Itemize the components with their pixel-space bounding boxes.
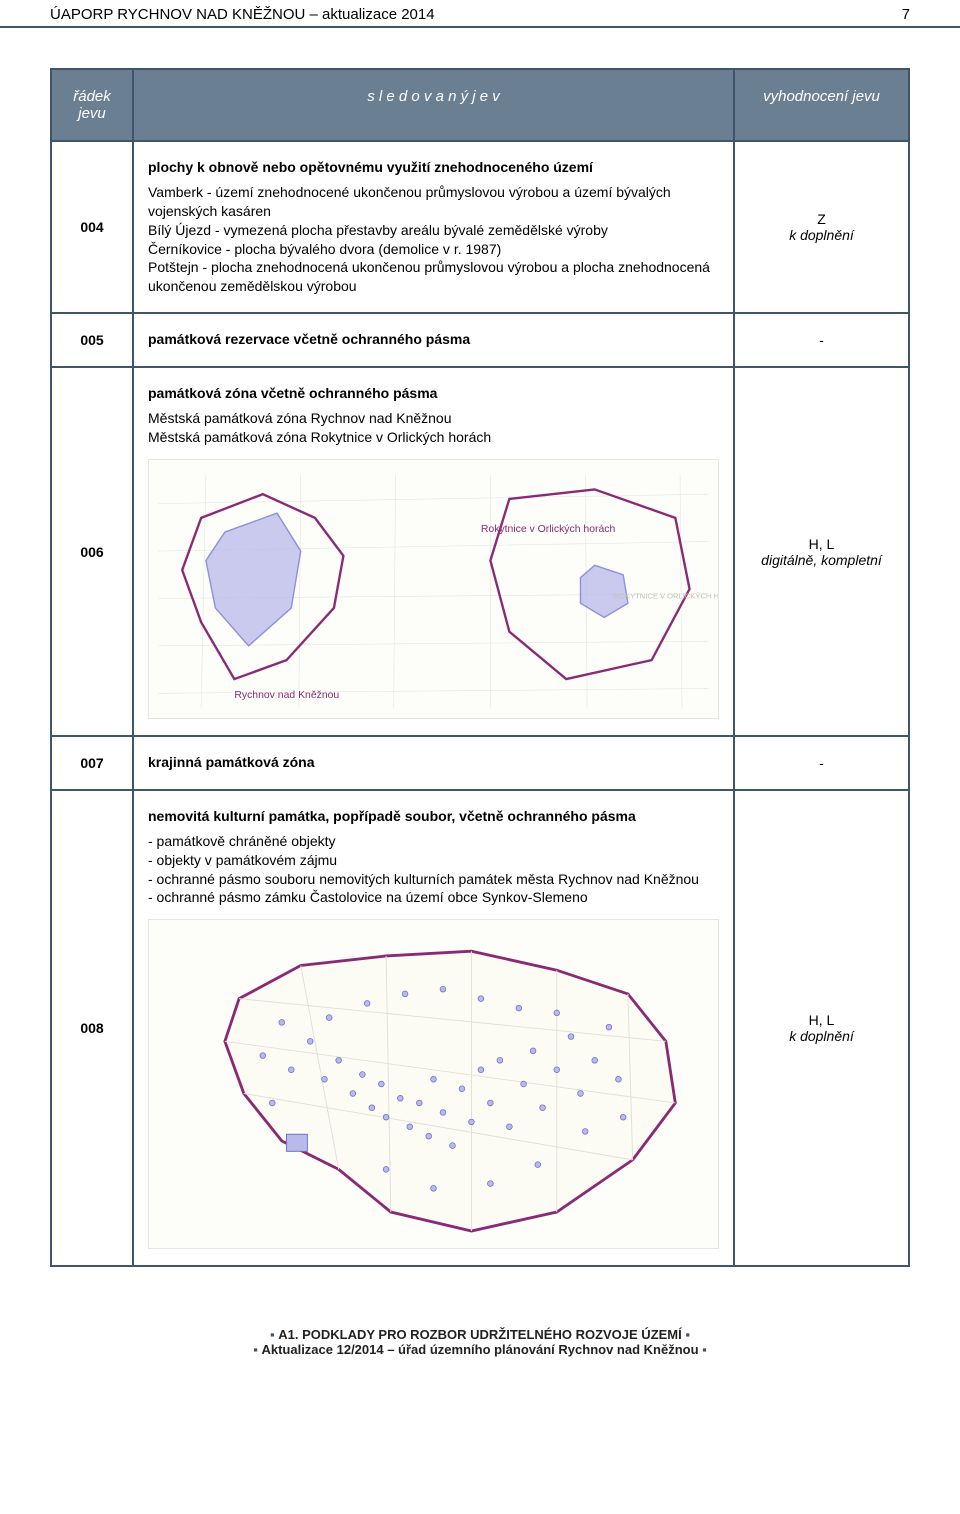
footer-text: Aktualizace 12/2014 – úřad územního plán…: [261, 1342, 698, 1357]
map-watermark: ROKYTNICE V ORLICKÝCH HORÁCH: [614, 591, 718, 600]
map-label: Rokytnice v Orlických horách: [481, 524, 616, 535]
map-svg: Rychnov nad Kněžnou Rokytnice v Orlickýc…: [149, 460, 718, 718]
footer-line-2: ▪ Aktualizace 12/2014 – úřad územního pl…: [0, 1342, 960, 1357]
row-eval: Z k doplnění: [734, 141, 909, 313]
row-id: 005: [51, 313, 133, 367]
map-006: Rychnov nad Kněžnou Rokytnice v Orlickýc…: [148, 459, 719, 719]
map-008: [148, 919, 719, 1249]
table-row: 006 památková zóna včetně ochranného pás…: [51, 367, 909, 736]
footer-line-1: ▪ A1. PODKLADY PRO ROZBOR UDRŽITELNÉHO R…: [0, 1327, 960, 1342]
table-row: 005 památková rezervace včetně ochrannéh…: [51, 313, 909, 367]
row-id: 008: [51, 790, 133, 1266]
row-body: památková rezervace včetně ochranného pá…: [133, 313, 734, 367]
map-svg: [149, 920, 718, 1248]
row-eval: H, L digitálně, kompletní: [734, 367, 909, 736]
row-text: Městská památková zóna Rychnov nad Kněžn…: [148, 409, 719, 447]
eval-code: Z: [745, 211, 898, 227]
body-line: Vamberk - území znehodnocené ukončenou p…: [148, 184, 671, 219]
footer-text: A1. PODKLADY PRO ROZBOR UDRŽITELNÉHO ROZ…: [278, 1327, 682, 1342]
row-title: památková rezervace včetně ochranného pá…: [148, 331, 470, 347]
row-eval: -: [734, 313, 909, 367]
eval-note: digitálně, kompletní: [745, 552, 898, 568]
body-line: Městská památková zóna Rychnov nad Kněžn…: [148, 410, 452, 426]
body-line: Bílý Újezd - vymezená plocha přestavby a…: [148, 222, 608, 238]
body-line: - objekty v památkovém zájmu: [148, 852, 337, 868]
body-line: - památkově chráněné objekty: [148, 833, 336, 849]
row-body: nemovitá kulturní památka, popřípadě sou…: [133, 790, 734, 1266]
body-line: Potštejn - plocha znehodnocená ukončenou…: [148, 259, 710, 294]
eval-code: H, L: [745, 536, 898, 552]
map-label: Rychnov nad Kněžnou: [234, 690, 339, 701]
row-title: nemovitá kulturní památka, popřípadě sou…: [148, 807, 719, 826]
row-title: krajinná památková zóna: [148, 754, 315, 770]
monitoring-table: řádek jevu s l e d o v a n ý j e v vyhod…: [50, 68, 910, 1267]
row-title: památková zóna včetně ochranného pásma: [148, 384, 719, 403]
doc-title: ÚAPORP RYCHNOV NAD KNĚŽNOU – aktualizace…: [50, 6, 435, 23]
row-eval: H, L k doplnění: [734, 790, 909, 1266]
eval-note: k doplnění: [745, 1028, 898, 1044]
row-id: 004: [51, 141, 133, 313]
body-line: Černíkovice - plocha bývalého dvora (dem…: [148, 241, 501, 257]
row-text: Vamberk - území znehodnocené ukončenou p…: [148, 183, 719, 296]
row-id: 006: [51, 367, 133, 736]
col-header-jev: s l e d o v a n ý j e v: [133, 69, 734, 141]
bullet-icon: ▪: [685, 1327, 690, 1342]
row-title: plochy k obnově nebo opětovnému využití …: [148, 158, 719, 177]
row-text: - památkově chráněné objekty - objekty v…: [148, 832, 719, 908]
col-header-text: řádek: [73, 88, 111, 105]
body-line: Městská památková zóna Rokytnice v Orlic…: [148, 429, 491, 445]
body-line: - ochranné pásmo zámku Častolovice na úz…: [148, 889, 588, 905]
row-eval: -: [734, 736, 909, 790]
table-row: 007 krajinná památková zóna -: [51, 736, 909, 790]
table-row: 008 nemovitá kulturní památka, popřípadě…: [51, 790, 909, 1266]
document-page: ÚAPORP RYCHNOV NAD KNĚŽNOU – aktualizace…: [0, 0, 960, 1367]
row-body: památková zóna včetně ochranného pásma M…: [133, 367, 734, 736]
running-footer: ▪ A1. PODKLADY PRO ROZBOR UDRŽITELNÉHO R…: [0, 1287, 960, 1367]
body-line: - ochranné pásmo souboru nemovitých kult…: [148, 871, 699, 887]
bullet-icon: ▪: [702, 1342, 707, 1357]
table-header-row: řádek jevu s l e d o v a n ý j e v vyhod…: [51, 69, 909, 141]
bullet-icon: ▪: [270, 1327, 278, 1342]
running-header: ÚAPORP RYCHNOV NAD KNĚŽNOU – aktualizace…: [0, 0, 960, 28]
eval-code: H, L: [745, 1012, 898, 1028]
eval-note: k doplnění: [745, 227, 898, 243]
row-body: plochy k obnově nebo opětovnému využití …: [133, 141, 734, 313]
col-header-radek: řádek jevu: [51, 69, 133, 141]
table-row: 004 plochy k obnově nebo opětovnému využ…: [51, 141, 909, 313]
page-content: řádek jevu s l e d o v a n ý j e v vyhod…: [0, 28, 960, 1287]
row-id: 007: [51, 736, 133, 790]
row-body: krajinná památková zóna: [133, 736, 734, 790]
col-header-text: jevu: [78, 105, 106, 122]
page-number: 7: [902, 6, 910, 23]
col-header-eval: vyhodnocení jevu: [734, 69, 909, 141]
